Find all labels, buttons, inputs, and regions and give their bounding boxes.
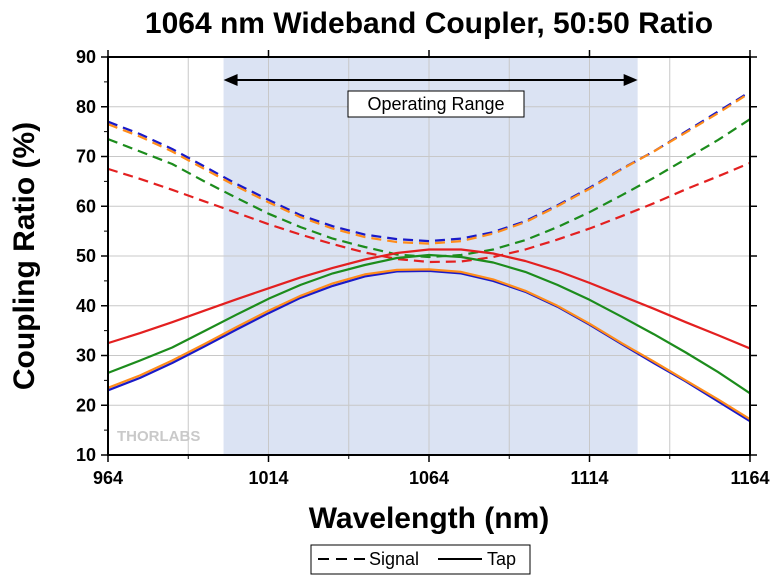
legend-tap-label: Tap (487, 549, 516, 569)
chart-title: 1064 nm Wideband Coupler, 50:50 Ratio (145, 7, 713, 40)
operating-range-arrow (223, 74, 638, 86)
legend-signal-label: Signal (369, 549, 419, 569)
operating-range-label: Operating Range (367, 94, 504, 114)
y-tick-label: 20 (76, 395, 96, 415)
signal-line-3 (108, 161, 750, 264)
tap-line-4 (108, 269, 750, 423)
tap-line-7 (108, 248, 750, 350)
y-tick-labels: 10 20 30 40 50 60 70 80 90 (76, 47, 96, 465)
axis-ticks (101, 50, 757, 462)
x-tick-label: 1064 (409, 468, 449, 488)
tap-line-6 (108, 253, 750, 395)
signal-line-1 (108, 91, 750, 245)
legend-box (310, 544, 531, 575)
arrow-head-left (223, 74, 238, 86)
y-tick-label: 90 (76, 47, 96, 67)
y-tick-label: 50 (76, 246, 96, 266)
y-tick-label: 30 (76, 346, 96, 366)
thorlabs-watermark: THORLABS (117, 428, 200, 445)
y-tick-label: 40 (76, 296, 96, 316)
x-tick-labels: 964 1014 1064 1114 1164 (93, 468, 770, 488)
x-tick-label: 1164 (730, 468, 769, 488)
series-layer (108, 90, 750, 423)
y-tick-label: 70 (76, 147, 96, 167)
x-tick-label: 1114 (570, 468, 608, 488)
y-axis-title: Coupling Ratio (%) (8, 122, 41, 390)
operating-range-annotation: Operating Range (223, 74, 638, 118)
y-tick-label: 80 (76, 97, 96, 117)
tap-line-5 (108, 268, 750, 421)
x-tick-label: 1014 (248, 468, 288, 488)
y-tick-label: 10 (76, 445, 96, 465)
operating-range-label-box (347, 90, 525, 118)
x-tick-label: 964 (93, 468, 123, 488)
y-tick-label: 60 (76, 196, 96, 216)
arrow-head-right (623, 74, 638, 86)
legend: Signal Tap (310, 544, 531, 575)
signal-line-2 (108, 118, 750, 259)
x-axis-title: Wavelength (nm) (309, 502, 550, 535)
